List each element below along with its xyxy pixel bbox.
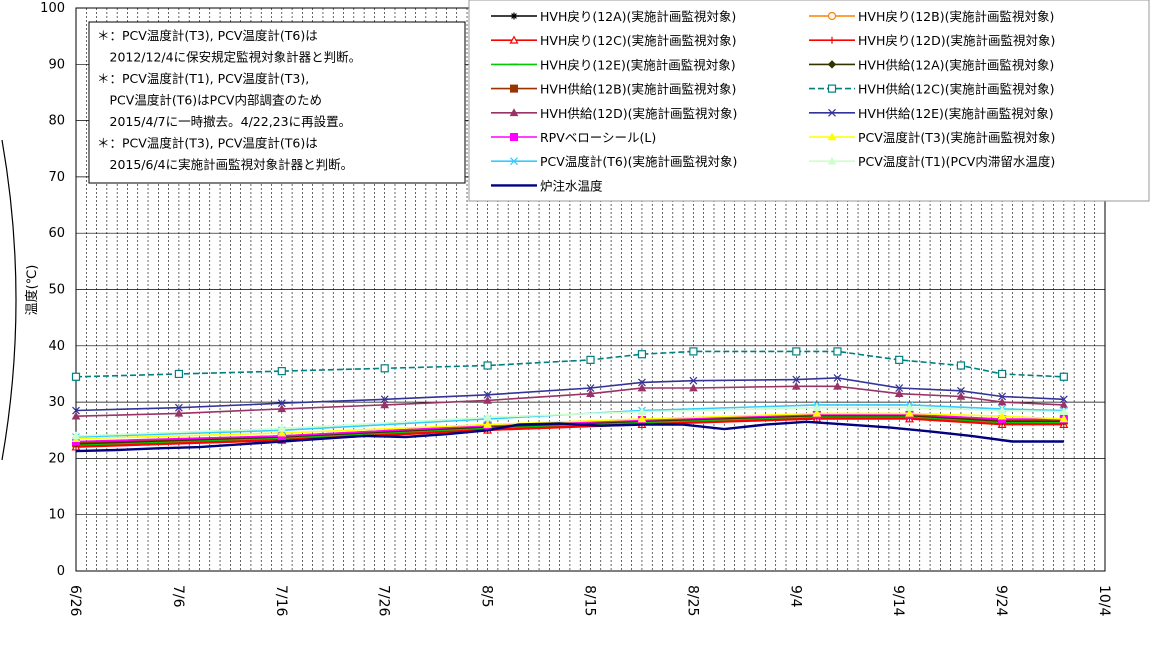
legend-label: PCV温度計(T1)(PCV内滞留水温度) bbox=[858, 154, 1055, 169]
data-point bbox=[73, 373, 80, 380]
y-tick-label: 80 bbox=[48, 114, 65, 129]
legend-label: HVH供給(12A)(実施計画監視対象) bbox=[858, 57, 1054, 72]
x-tick-label: 9/24 bbox=[993, 585, 1009, 617]
note-line: ＊：PCV温度計(T3), PCV温度計(T6)は bbox=[97, 136, 318, 151]
y-tick-label: 100 bbox=[40, 1, 65, 16]
x-tick-label: 9/4 bbox=[787, 585, 803, 608]
legend-label: HVH供給(12E)(実施計画監視対象) bbox=[858, 106, 1054, 121]
data-point bbox=[957, 362, 964, 369]
data-point bbox=[484, 362, 491, 369]
data-point bbox=[829, 13, 836, 20]
data-point bbox=[999, 370, 1006, 377]
legend-label: HVH戻り(12A)(実施計画監視対象) bbox=[540, 9, 736, 24]
data-point bbox=[1060, 373, 1067, 380]
data-point bbox=[896, 356, 903, 363]
legend-label: PCV温度計(T3)(実施計画監視対象) bbox=[858, 130, 1055, 145]
data-point bbox=[511, 13, 518, 20]
x-tick-label: 8/15 bbox=[582, 585, 598, 616]
note-line: ＊：PCV温度計(T3), PCV温度計(T6)は bbox=[97, 28, 318, 43]
note-line: ＊：PCV温度計(T1), PCV温度計(T3), bbox=[97, 71, 309, 86]
legend-label: HVH戻り(12B)(実施計画監視対象) bbox=[858, 9, 1054, 24]
legend-label: PCV温度計(T6)(実施計画監視対象) bbox=[540, 154, 737, 169]
y-tick-label: 60 bbox=[48, 226, 65, 241]
x-tick-label: 7/16 bbox=[273, 585, 289, 617]
legend-label: HVH供給(12C)(実施計画監視対象) bbox=[858, 82, 1055, 97]
data-point bbox=[511, 85, 518, 92]
data-point bbox=[511, 134, 518, 141]
data-point bbox=[793, 348, 800, 355]
x-tick-label: 7/6 bbox=[170, 585, 186, 608]
y-tick-label: 70 bbox=[48, 170, 65, 185]
legend-label: HVH戻り(12E)(実施計画監視対象) bbox=[540, 57, 736, 72]
y-tick-label: 30 bbox=[48, 395, 65, 410]
left-arc-decoration bbox=[2, 140, 16, 460]
data-point bbox=[381, 365, 388, 372]
legend-label: HVH戻り(12D)(実施計画監視対象) bbox=[858, 33, 1055, 48]
note-line: 2015/6/4に実施計画監視対象計器と判断。 bbox=[97, 157, 353, 172]
y-tick-label: 0 bbox=[57, 564, 65, 579]
note-line: 2015/4/7に一時撤去。4/22,23に再設置。 bbox=[97, 114, 351, 129]
y-tick-label: 20 bbox=[48, 451, 65, 466]
x-tick-label: 10/4 bbox=[1096, 585, 1112, 617]
y-tick-label: 40 bbox=[48, 339, 65, 354]
x-tick-label: 8/25 bbox=[684, 585, 700, 616]
legend: HVH戻り(12A)(実施計画監視対象) HVH戻り(12B)(実施計画監視対象)… bbox=[469, 0, 1149, 201]
x-tick-label: 9/14 bbox=[890, 585, 906, 617]
data-point bbox=[834, 348, 841, 355]
data-point bbox=[587, 356, 594, 363]
x-tick-label: 6/26 bbox=[67, 585, 83, 617]
legend-label: HVH戻り(12C)(実施計画監視対象) bbox=[540, 33, 737, 48]
legend-label: HVH供給(12D)(実施計画監視対象) bbox=[540, 106, 737, 121]
note-line: PCV温度計(T6)はPCV内部調査のため bbox=[97, 93, 322, 108]
data-point bbox=[278, 368, 285, 375]
x-tick-label: 7/26 bbox=[376, 585, 392, 617]
x-axis-ticks: 6/26 7/6 7/16 7/26 8/5 8/15 8/25 9/4 9/14 9/24 10/… bbox=[67, 585, 1112, 617]
legend-label: RPVベローシール(L) bbox=[540, 130, 656, 145]
legend-label: 炉注水温度 bbox=[540, 178, 603, 193]
y-tick-label: 10 bbox=[48, 508, 65, 523]
y-tick-label: 90 bbox=[48, 57, 65, 72]
legend-label: HVH供給(12B)(実施計画監視対象) bbox=[540, 82, 736, 97]
data-point bbox=[829, 85, 836, 92]
data-point bbox=[175, 370, 182, 377]
y-axis-label: 温度(℃) bbox=[24, 265, 40, 316]
note-line: 2012/12/4に保安規定監視対象計器と判断。 bbox=[97, 50, 361, 65]
data-point bbox=[638, 351, 645, 358]
data-point bbox=[690, 348, 697, 355]
y-axis-ticks: 0 10 20 30 40 50 60 70 80 90 100 bbox=[40, 1, 65, 579]
x-tick-label: 8/5 bbox=[479, 585, 495, 608]
note-box: ＊：PCV温度計(T3), PCV温度計(T6)は 2012/12/4に保安規定… bbox=[89, 22, 465, 183]
y-tick-label: 50 bbox=[48, 283, 65, 298]
legend-frame bbox=[469, 0, 1149, 201]
